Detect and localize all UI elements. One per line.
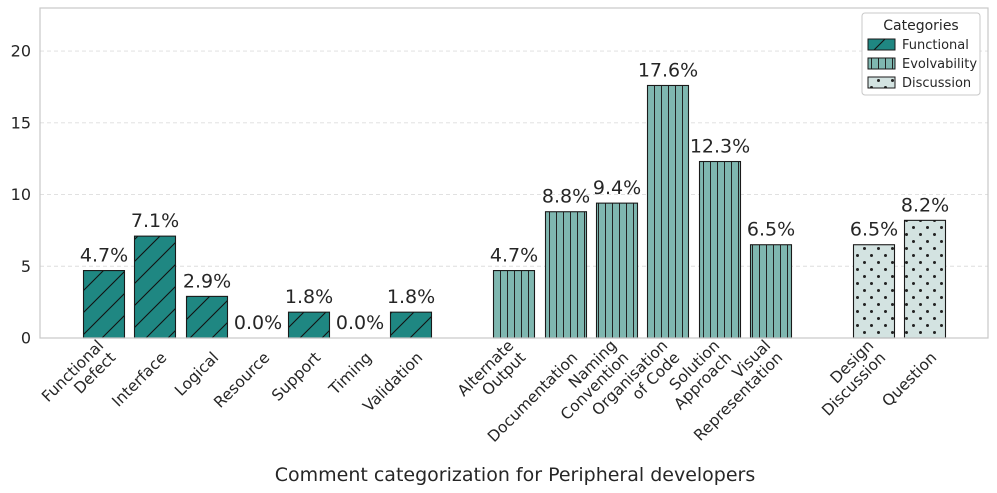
y-tick-label: 5 (21, 257, 31, 276)
legend-swatch-discussion (867, 76, 896, 89)
value-label-solution-approach: 12.3% (690, 136, 750, 158)
bar-visual-representation (749, 244, 793, 339)
value-label-functional-defect: 4.7% (80, 245, 128, 267)
value-label-question: 8.2% (901, 194, 949, 216)
bar-solution-approach (698, 160, 742, 339)
value-label-naming-convention: 9.4% (593, 177, 641, 199)
value-label-interface: 7.1% (131, 210, 179, 232)
legend-label-discussion: Discussion (902, 76, 971, 91)
bar-naming-convention (595, 202, 639, 339)
value-label-visual-representation: 6.5% (747, 219, 795, 241)
bar-validation (389, 311, 433, 339)
legend-entries: Functional Evolvability Discussion (867, 38, 977, 91)
y-tick-label: 15 (11, 113, 31, 132)
x-tick-label-question: Question (879, 349, 941, 411)
x-tick-label-interface: Interface (109, 349, 171, 411)
bars (82, 84, 947, 339)
legend-swatch-evolvability (867, 57, 896, 70)
y-tick-label: 0 (21, 329, 31, 348)
value-label-timing: 0.0% (336, 312, 384, 334)
x-tick-label-support: Support (268, 349, 324, 405)
value-label-logical: 2.9% (183, 270, 231, 292)
grid-lines (40, 50, 988, 267)
bar-functional-defect (82, 270, 126, 339)
legend-swatch-functional (867, 38, 896, 51)
value-label-resource: 0.0% (234, 312, 282, 334)
legend: Categories Functional Evolvability Discuss… (861, 12, 981, 96)
legend-title: Categories (883, 18, 958, 34)
bar-question (903, 219, 947, 339)
value-label-design-discussion: 6.5% (850, 219, 898, 241)
legend-label-evolvability: Evolvability (902, 57, 977, 72)
value-labels: 4.7%7.1%2.9%0.0%1.8%0.0%1.8%4.7%8.8% 9.4%… (80, 59, 949, 334)
bar-support (287, 311, 331, 339)
value-label-validation: 1.8% (387, 286, 435, 308)
bar-documentation (544, 211, 588, 339)
x-tick-label-design-discussion: DesignDiscussion (806, 337, 889, 420)
bar-logical (185, 295, 229, 339)
bar-interface (133, 235, 177, 339)
x-tick-label-functional-defect: FunctionalDefect (38, 337, 119, 418)
x-tick-label-timing: Timing (325, 349, 375, 399)
value-label-documentation: 8.8% (542, 186, 590, 208)
value-label-organisation-of-code: 17.6% (638, 59, 698, 81)
x-tick-label-logical: Logical (171, 349, 222, 400)
y-tick-label: 20 (11, 42, 31, 61)
plot-frame (39, 7, 989, 339)
y-tick-label: 10 (11, 185, 31, 204)
x-axis-label: Comment categorization for Peripheral de… (275, 464, 756, 486)
y-axis-ticks: 0 5 10 15 20 (11, 42, 31, 348)
bar-alternate-output (492, 270, 536, 339)
value-label-alternate-output: 4.7% (490, 245, 538, 267)
legend-label-functional: Functional (902, 38, 969, 53)
bar-organisation-of-code (646, 84, 690, 339)
x-tick-label-resource: Resource (210, 349, 273, 412)
bar-design-discussion (852, 244, 896, 339)
legend-box (861, 12, 981, 96)
value-label-support: 1.8% (285, 286, 333, 308)
